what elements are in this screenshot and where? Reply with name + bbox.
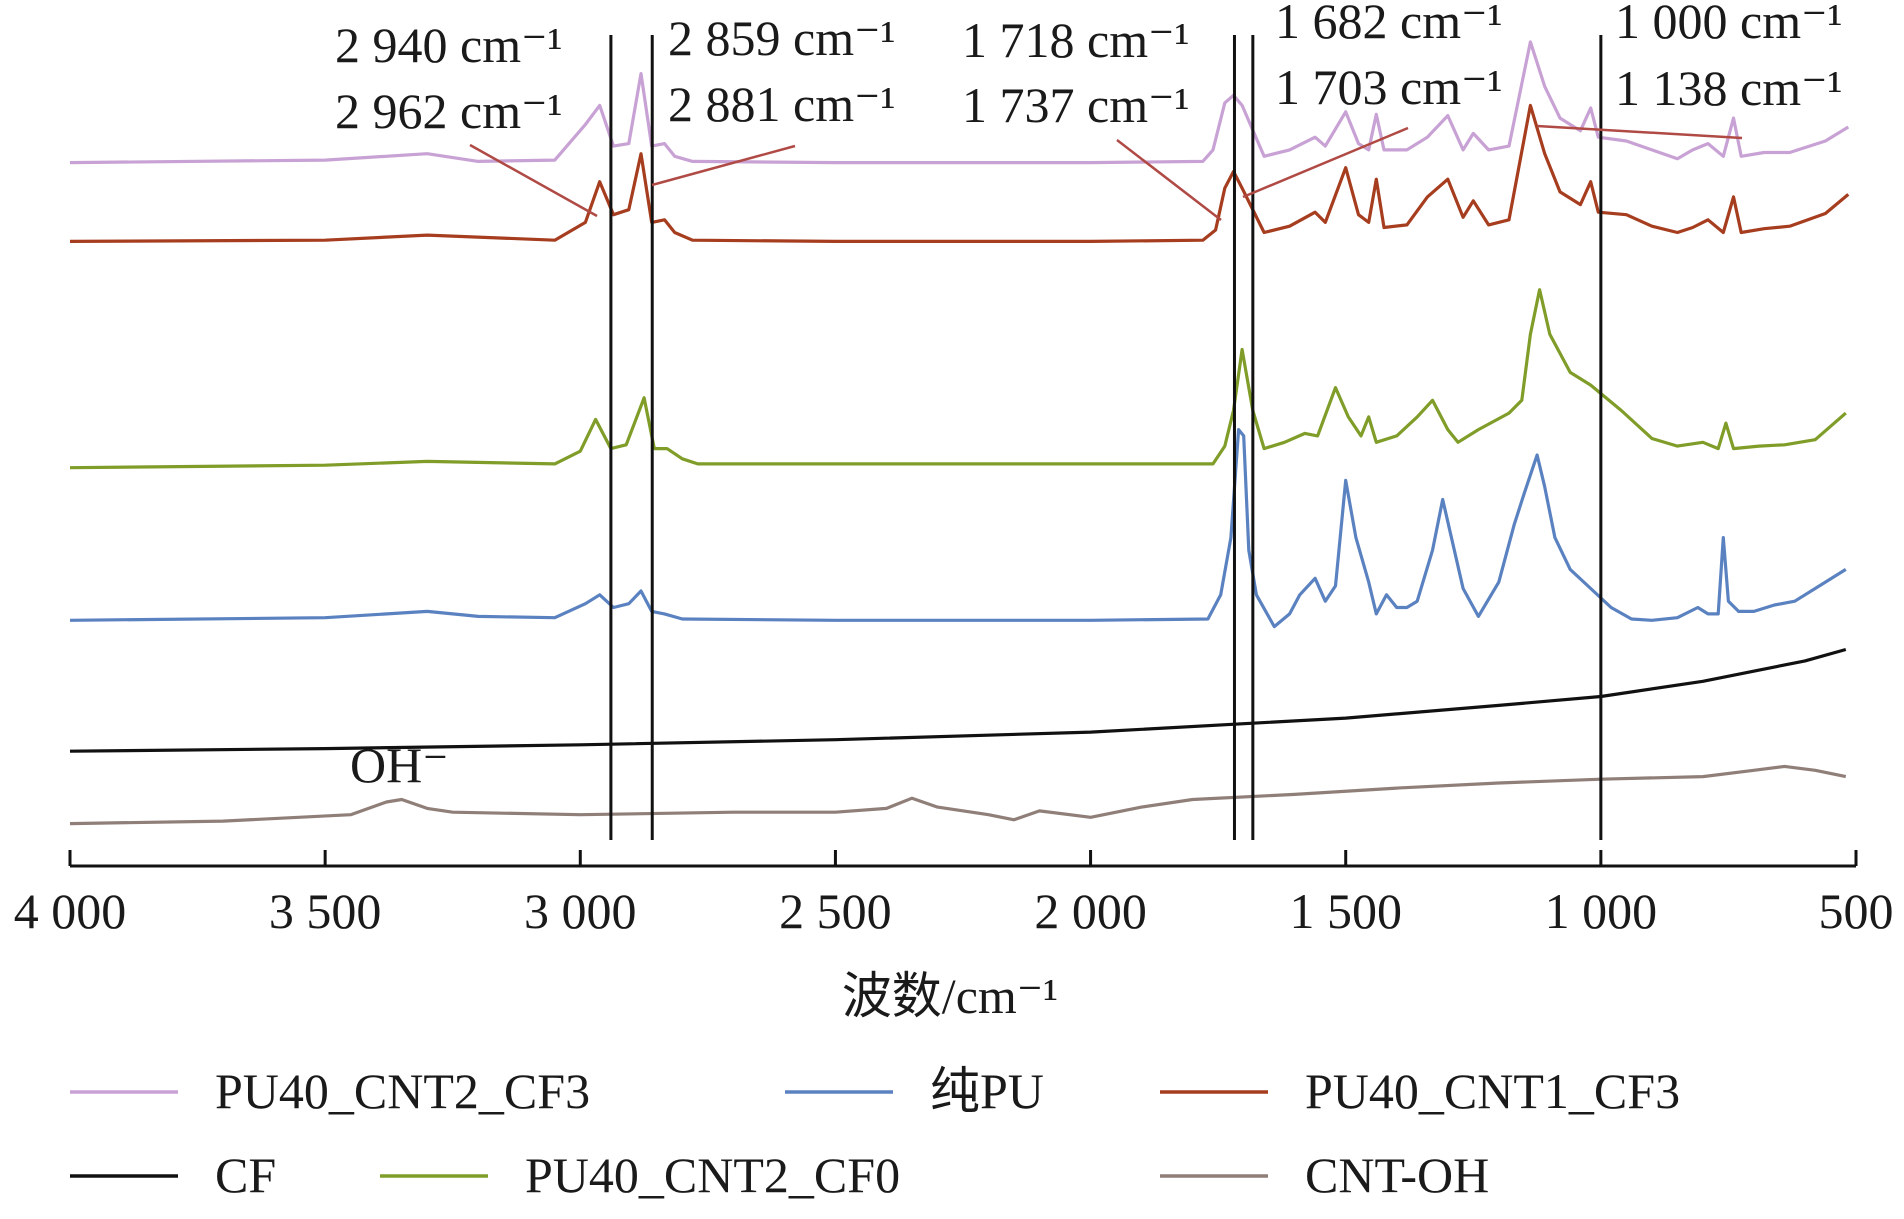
annotation-label: 1 737 cm⁻¹: [962, 77, 1189, 133]
legend-label: PU40_CNT2_CF0: [525, 1147, 900, 1203]
annotations: 2 940 cm⁻¹ 2 962 cm⁻¹ 2 859 cm⁻¹ 2 881 cm⁻¹…: [335, 0, 1842, 139]
annotation-label: 1 703 cm⁻¹: [1275, 59, 1502, 115]
annotation-leader: [651, 144, 796, 187]
legend-label: PU40_CNT1_CF3: [1305, 1063, 1680, 1119]
series-line-cnt-oh: [69, 764, 1847, 826]
annotation-leader: [1116, 139, 1222, 221]
x-tick-label: 3 500: [269, 883, 382, 939]
annotation-label: 2 881 cm⁻¹: [668, 76, 895, 132]
legend: PU40_CNT2_CF3 纯PU PU40_CNT1_CF3 CF PU40_CNT2…: [70, 1063, 1680, 1203]
annotation-label: 2 940 cm⁻¹: [335, 17, 562, 73]
x-tick-label: 2 500: [779, 883, 892, 939]
legend-label: CNT-OH: [1305, 1147, 1489, 1203]
legend-label: CF: [215, 1147, 276, 1203]
annotation-label: 1 000 cm⁻¹: [1615, 0, 1842, 49]
x-tick-label: 2 000: [1034, 883, 1147, 939]
legend-label: 纯PU: [930, 1063, 1044, 1119]
series-line-pu40-cnt1-cf3: [69, 103, 1850, 243]
annotation-leader: [1536, 124, 1743, 140]
reference-lines: [609, 35, 1603, 840]
series-line-pu40-cnt2-cf0: [69, 288, 1847, 470]
series-line-cf: [69, 647, 1847, 753]
x-tick-label: 500: [1819, 883, 1894, 939]
annotation-label: 1 718 cm⁻¹: [962, 12, 1189, 68]
annotation-label: 2 962 cm⁻¹: [335, 83, 562, 139]
annotation-label: 1 138 cm⁻¹: [1615, 60, 1842, 116]
annotation-leader: [1242, 126, 1409, 199]
x-tick-label: 1 500: [1289, 883, 1402, 939]
series-group: [69, 40, 1850, 826]
annotation-label: 1 682 cm⁻¹: [1275, 0, 1502, 49]
annotation-leader: [469, 143, 598, 218]
series-line-pu40-cnt2-cf3: [69, 40, 1850, 165]
annotation-leaders: [469, 124, 1743, 221]
annotation-label: 2 859 cm⁻¹: [668, 10, 895, 66]
series-line-pu: [69, 428, 1847, 629]
x-tick-label: 1 000: [1545, 883, 1658, 939]
x-tick-label: 3 000: [524, 883, 637, 939]
x-axis: 4 000 3 500 3 000 2 500 2 000 1 500 1 000 500: [14, 850, 1894, 939]
x-tick-label: 4 000: [14, 883, 127, 939]
legend-label: PU40_CNT2_CF3: [215, 1063, 590, 1119]
x-axis-title: 波数/cm⁻¹: [842, 968, 1058, 1024]
oh-label: OH⁻: [350, 737, 449, 793]
